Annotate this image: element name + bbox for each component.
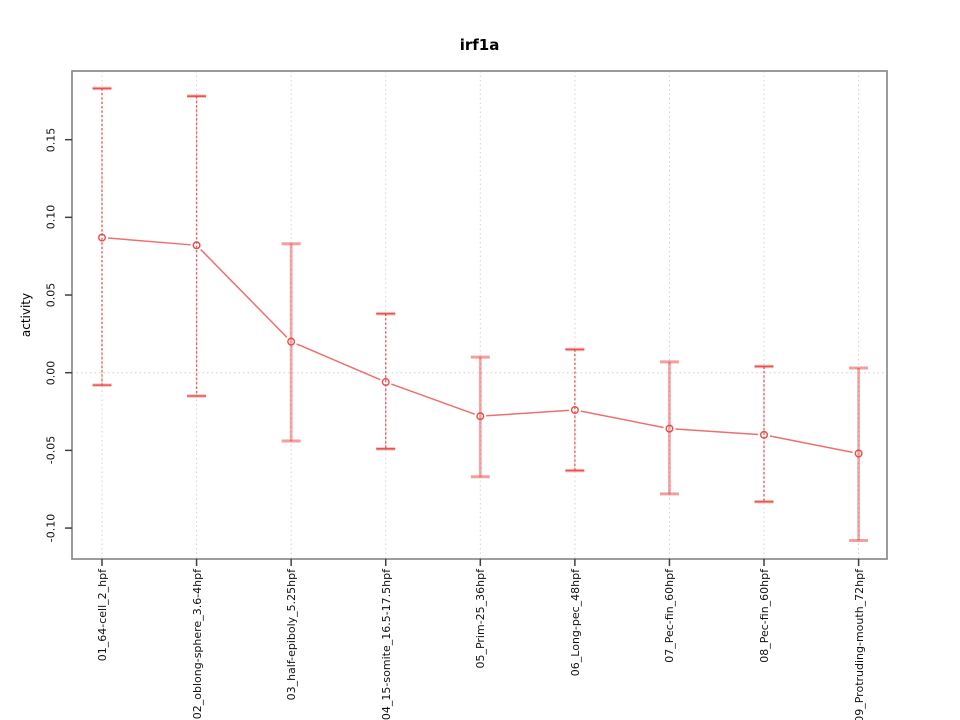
data-point: [381, 378, 390, 387]
x-tick-label: 02_oblong-sphere_3.6-4hpf: [190, 569, 204, 720]
y-tick-label: 0.00: [44, 360, 58, 385]
series-line-segment: [486, 409, 569, 417]
series-line-segment: [391, 383, 475, 415]
data-point: [854, 449, 863, 458]
series-line-segment: [769, 435, 853, 454]
x-tick-label: 03_half-epiboly_5.25hpf: [285, 569, 299, 701]
y-tick-label: -0.05: [44, 436, 58, 465]
series-line-segment: [296, 343, 381, 381]
plot-border: [71, 70, 888, 560]
x-tick-label: 01_64-cell_2_hpf: [96, 569, 109, 662]
series-line-segment: [580, 410, 664, 429]
x-tick-label: 09_Protruding-mouth_72hpf: [852, 569, 866, 720]
x-tick-label: 07_Pec-fin_60hpf: [663, 569, 677, 663]
series-line-segment: [200, 249, 288, 338]
data-point: [476, 412, 485, 421]
series-line-segment: [675, 428, 759, 436]
y-tick-label: 0.05: [44, 282, 58, 308]
chart-title: irf1a: [459, 36, 500, 54]
x-tick-label: 04_15-somite_16.5-17.5hpf: [379, 569, 393, 720]
x-tick-label: 05_Prim-25_36hpf: [474, 569, 488, 669]
x-tick-label: 06_Long-pec_48hpf: [568, 569, 582, 677]
data-point: [570, 405, 579, 414]
data-point: [287, 337, 296, 346]
series-line-segment: [107, 237, 191, 246]
data-point: [192, 241, 201, 250]
data-point: [97, 233, 106, 242]
x-tick-label: 08_Pec-fin_60hpf: [758, 569, 772, 663]
y-tick-label: -0.10: [44, 513, 58, 543]
y-tick-label: 0.15: [44, 127, 58, 152]
data-point: [665, 424, 674, 433]
data-point: [760, 430, 769, 439]
y-tick-label: 0.10: [44, 205, 58, 230]
